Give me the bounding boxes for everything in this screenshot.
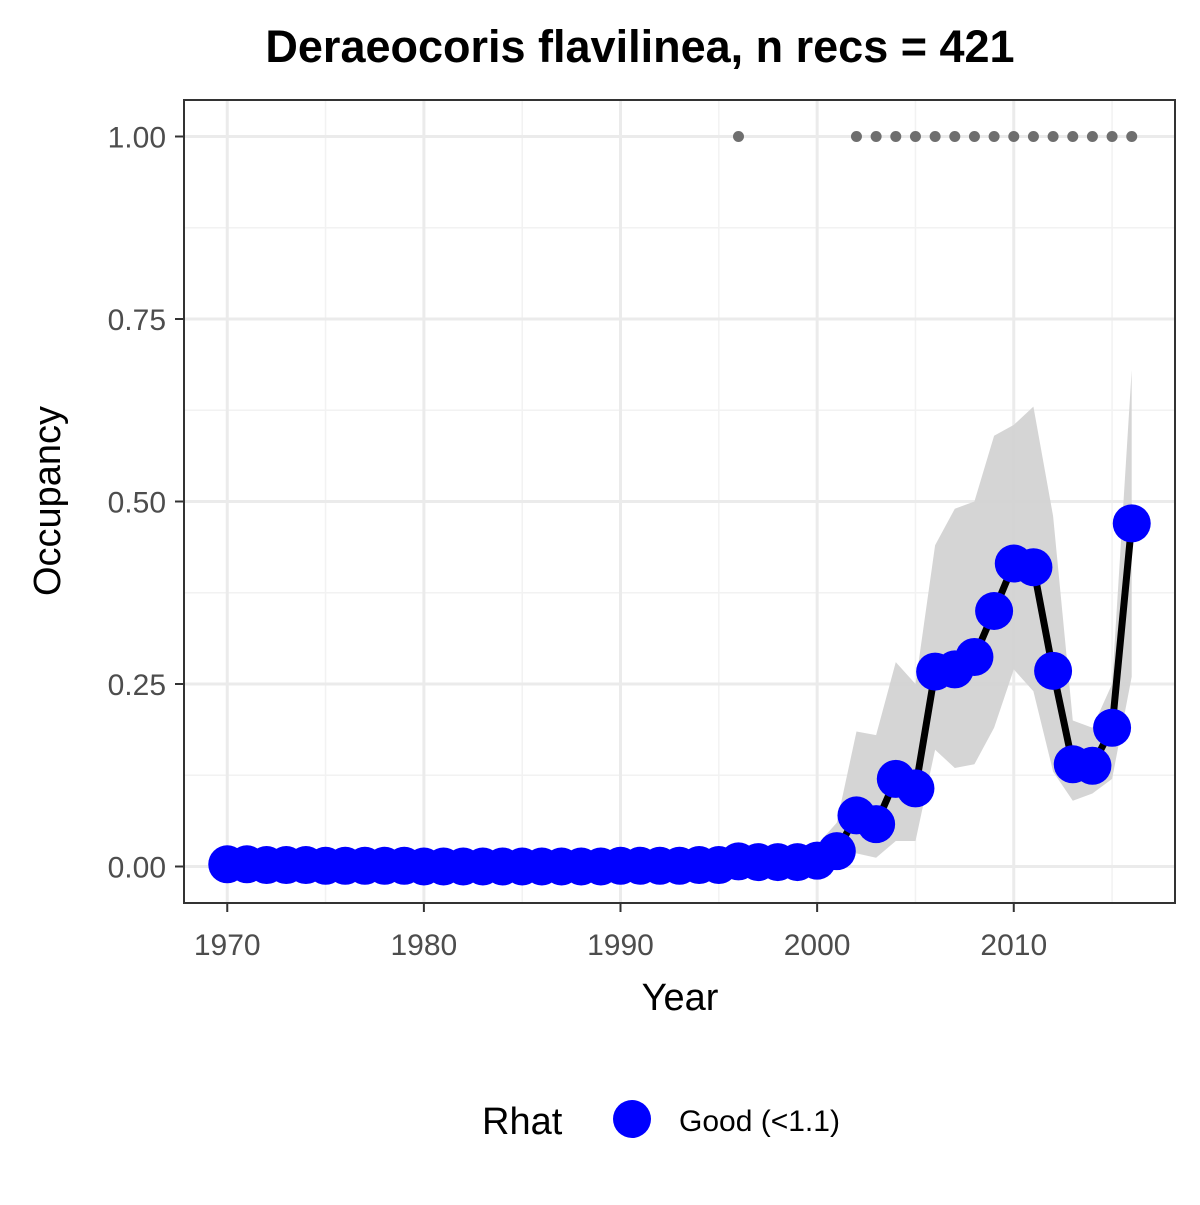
- y-tick-label: 0.50: [108, 487, 166, 520]
- x-tick-label: 1980: [391, 929, 458, 962]
- y-tick-label: 0.75: [108, 304, 166, 337]
- record-marker: [949, 131, 961, 142]
- y-tick-label: 1.00: [108, 122, 166, 155]
- x-tick-label: 2000: [784, 929, 851, 962]
- confidence-ribbon: [227, 370, 1132, 867]
- record-marker: [988, 131, 1000, 142]
- occupancy-points: [208, 504, 1151, 886]
- data-point: [975, 592, 1014, 630]
- data-point: [1093, 708, 1132, 747]
- y-tick-label: 0.25: [108, 669, 166, 702]
- data-point: [857, 805, 896, 844]
- record-markers: [732, 131, 1138, 142]
- x-axis-label: Year: [642, 977, 719, 1019]
- data-point: [896, 769, 935, 808]
- data-point: [955, 637, 994, 676]
- x-axis: 1970 1980 1990 2000 2010: [194, 903, 1047, 962]
- data-point: [1014, 548, 1053, 587]
- record-marker: [850, 131, 862, 142]
- legend-label-good: Good (<1.1): [679, 1105, 840, 1138]
- record-marker: [870, 131, 882, 142]
- record-marker: [732, 131, 744, 142]
- data-point: [1073, 746, 1112, 785]
- x-tick-label: 1970: [194, 929, 261, 962]
- y-tick-label: 0.00: [108, 852, 166, 885]
- x-tick-label: 1990: [587, 929, 654, 962]
- record-marker: [929, 131, 941, 142]
- legend-swatch-good: [613, 1100, 651, 1138]
- record-marker: [1126, 131, 1138, 142]
- record-marker: [909, 131, 921, 142]
- record-marker: [968, 131, 980, 142]
- data-point: [1034, 651, 1073, 690]
- ribbon-area: [227, 370, 1132, 867]
- y-axis-label: Occupancy: [27, 406, 69, 596]
- x-tick-label: 2010: [980, 929, 1047, 962]
- plot-panel: [183, 99, 1176, 904]
- chart-title: Deraeocoris flavilinea, n recs = 421: [265, 21, 1014, 72]
- record-marker: [890, 131, 902, 142]
- legend-title: Rhat: [482, 1101, 563, 1143]
- record-marker: [1086, 131, 1098, 142]
- record-marker: [1047, 131, 1059, 142]
- record-marker: [1106, 131, 1118, 142]
- data-point: [817, 832, 856, 871]
- data-point: [1112, 504, 1151, 543]
- y-axis: 0.00 0.25 0.50 0.75 1.00: [108, 122, 184, 885]
- record-marker: [1027, 131, 1039, 142]
- legend: Rhat Good (<1.1): [482, 1100, 840, 1143]
- record-marker: [1008, 131, 1020, 142]
- record-marker: [1067, 131, 1079, 142]
